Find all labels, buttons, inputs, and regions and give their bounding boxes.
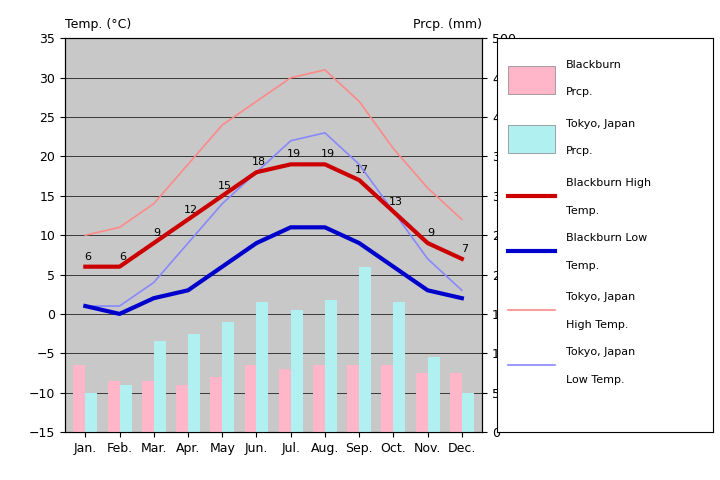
Text: Blackburn: Blackburn: [566, 60, 622, 70]
Bar: [120, 385, 132, 432]
Bar: [313, 365, 325, 432]
Bar: [210, 377, 222, 432]
Text: Tokyo, Japan: Tokyo, Japan: [566, 347, 635, 357]
Bar: [154, 341, 166, 432]
Bar: [86, 393, 97, 432]
Bar: [428, 357, 440, 432]
Text: Prcp.: Prcp.: [566, 87, 593, 97]
Bar: [73, 365, 86, 432]
Text: Temp.: Temp.: [566, 205, 599, 216]
Text: 19: 19: [287, 149, 300, 159]
Bar: [382, 365, 393, 432]
Text: 13: 13: [390, 197, 403, 206]
Text: Blackburn High: Blackburn High: [566, 178, 651, 188]
FancyBboxPatch shape: [508, 125, 555, 153]
Text: Temp. (°C): Temp. (°C): [65, 18, 131, 31]
Bar: [188, 334, 200, 432]
Bar: [222, 322, 234, 432]
Text: Tokyo, Japan: Tokyo, Japan: [566, 119, 635, 129]
Text: 19: 19: [320, 149, 335, 159]
Text: 18: 18: [252, 157, 266, 167]
Bar: [107, 381, 120, 432]
Bar: [291, 310, 302, 432]
Text: 6: 6: [85, 252, 91, 262]
FancyBboxPatch shape: [508, 66, 555, 94]
Text: 7: 7: [461, 244, 468, 254]
Bar: [325, 300, 337, 432]
Text: 17: 17: [355, 165, 369, 175]
Bar: [359, 267, 371, 432]
Bar: [462, 393, 474, 432]
Bar: [450, 373, 462, 432]
Bar: [256, 302, 269, 432]
Bar: [347, 365, 359, 432]
Text: 12: 12: [184, 204, 198, 215]
Text: Blackburn Low: Blackburn Low: [566, 233, 647, 243]
Text: 9: 9: [427, 228, 434, 238]
Text: Prcp.: Prcp.: [566, 146, 593, 156]
Bar: [176, 385, 188, 432]
Bar: [245, 365, 256, 432]
Text: Tokyo, Japan: Tokyo, Japan: [566, 292, 635, 302]
Bar: [279, 369, 291, 432]
Text: 9: 9: [153, 228, 160, 238]
Bar: [415, 373, 428, 432]
Text: High Temp.: High Temp.: [566, 320, 629, 330]
Bar: [393, 302, 405, 432]
Text: Temp.: Temp.: [566, 261, 599, 271]
Text: 6: 6: [119, 252, 126, 262]
Text: Prcp. (mm): Prcp. (mm): [413, 18, 482, 31]
Text: 15: 15: [218, 181, 232, 191]
Bar: [142, 381, 154, 432]
Text: Low Temp.: Low Temp.: [566, 375, 624, 385]
